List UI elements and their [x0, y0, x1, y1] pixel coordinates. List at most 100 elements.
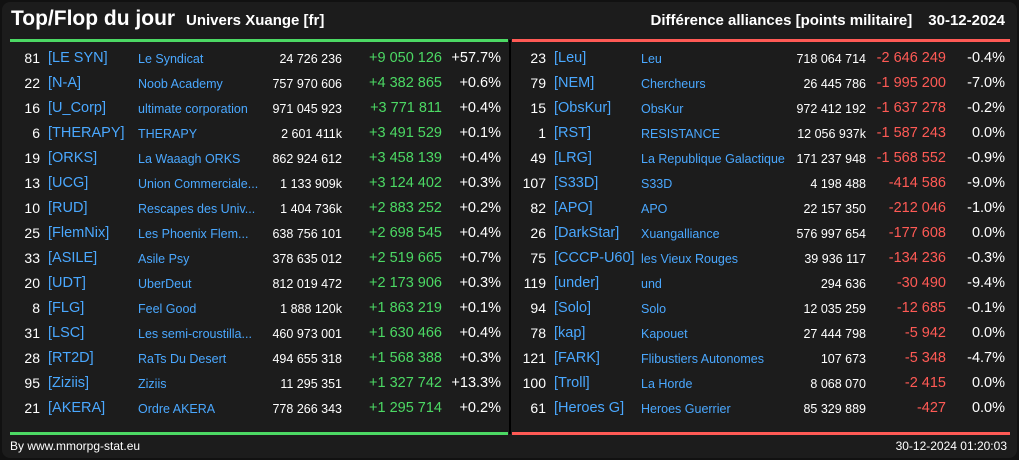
- alliance-tag-link[interactable]: [AKERA]: [48, 400, 106, 416]
- points-difference: +1 863 219: [369, 300, 442, 316]
- alliance-tag-link[interactable]: [ORKS]: [48, 150, 98, 166]
- percent-change: +0.1%: [459, 300, 501, 316]
- table-row: 78 [kap] Kapouet 27 444 798 -5 942 0.0%: [512, 322, 1010, 347]
- table-row: 21 [AKERA] Ordre AKERA 778 266 343 +1 295 71…: [10, 397, 508, 422]
- points-difference: -134 236: [888, 250, 946, 266]
- alliance-tag-link[interactable]: [Solo]: [554, 300, 592, 316]
- alliance-points: 378 635 012: [272, 252, 342, 266]
- alliance-rank: 78: [530, 325, 546, 341]
- table-row: 13 [UCG] Union Commerciale... 1 133 909k +3 …: [10, 172, 508, 197]
- alliance-rank: 15: [530, 100, 546, 116]
- alliance-tag-link[interactable]: [Leu]: [554, 50, 587, 66]
- percent-change: +0.4%: [459, 100, 501, 116]
- alliance-tag-link[interactable]: [under]: [554, 275, 600, 291]
- table-row: 6 [THERAPY] THERAPY 2 601 411k +3 491 529 +0.…: [10, 122, 508, 147]
- alliance-tag-link[interactable]: [S33D]: [554, 175, 599, 191]
- alliance-rank: 19: [24, 150, 40, 166]
- table-row: 61 [Heroes G] Heroes Guerrier 85 329 889 -42…: [512, 397, 1010, 422]
- alliance-points: 39 936 117: [804, 252, 866, 266]
- percent-change: -9.0%: [967, 175, 1005, 191]
- alliance-tag-link[interactable]: [RUD]: [48, 200, 88, 216]
- table-row: 16 [U_Corp] ultimate corporation 971 045 92…: [10, 97, 508, 122]
- universe-label: Univers Xuange [fr]: [186, 12, 325, 29]
- alliance-tag-link[interactable]: [LE SYN]: [48, 50, 108, 66]
- flop-panel-accent-bar: [512, 39, 1010, 42]
- alliance-points: 972 412 192: [796, 102, 866, 116]
- alliance-points: 24 726 236: [279, 52, 342, 66]
- alliance-points: 12 056 937k: [797, 127, 866, 141]
- alliance-points: 85 329 889: [803, 402, 866, 416]
- percent-change: +0.4%: [459, 325, 501, 341]
- points-difference: +2 173 906: [369, 275, 442, 291]
- alliance-tag-link[interactable]: [ObsKur]: [554, 100, 612, 116]
- percent-change: +0.4%: [459, 150, 501, 166]
- alliance-points: 22 157 350: [803, 202, 866, 216]
- alliance-tag-link[interactable]: [APO]: [554, 200, 593, 216]
- table-row: 23 [Leu] Leu 718 064 714 -2 646 249 -0.4%: [512, 47, 1010, 72]
- percent-change: +0.1%: [459, 125, 501, 141]
- points-difference: +1 327 742: [369, 375, 442, 391]
- points-difference: -1 637 278: [876, 100, 946, 116]
- alliance-rank: 31: [24, 325, 40, 341]
- percent-change: +0.3%: [459, 175, 501, 191]
- percent-change: -0.9%: [967, 150, 1005, 166]
- percent-change: +0.6%: [459, 75, 501, 91]
- alliance-tag-link[interactable]: [LSC]: [48, 325, 85, 341]
- percent-change: -9.4%: [967, 275, 1005, 291]
- top-list: 81 [LE SYN] Le Syndicat 24 726 236 +9 050 12…: [10, 47, 508, 422]
- alliance-points: 1 404 736k: [280, 202, 342, 216]
- alliance-tag-link[interactable]: [Troll]: [554, 375, 590, 391]
- alliance-rank: 21: [24, 400, 40, 416]
- points-difference: -2 415: [904, 375, 946, 391]
- percent-change: -7.0%: [967, 75, 1005, 91]
- alliance-tag-link[interactable]: [kap]: [554, 325, 586, 341]
- alliance-rank: 121: [522, 350, 546, 366]
- alliance-points: 171 237 948: [796, 152, 866, 166]
- alliance-points: 12 035 259: [803, 302, 866, 316]
- percent-change: -0.3%: [967, 250, 1005, 266]
- percent-change: -0.2%: [967, 100, 1005, 116]
- points-difference: +4 382 865: [369, 75, 442, 91]
- points-difference: +3 771 811: [370, 100, 442, 116]
- points-difference: +3 491 529: [369, 125, 442, 141]
- alliance-rank: 16: [24, 100, 40, 116]
- alliance-points: 4 198 488: [810, 177, 866, 191]
- footer-timestamp: 30-12-2024 01:20:03: [895, 439, 1007, 453]
- alliance-rank: 107: [522, 175, 546, 191]
- alliance-tag-link[interactable]: [UDT]: [48, 275, 86, 291]
- percent-change: +0.2%: [459, 200, 501, 216]
- alliance-tag-link[interactable]: [NEM]: [554, 75, 595, 91]
- table-row: 81 [LE SYN] Le Syndicat 24 726 236 +9 050 12…: [10, 47, 508, 72]
- alliance-tag-link[interactable]: [Ziziis]: [48, 375, 90, 391]
- points-difference: -414 586: [888, 175, 946, 191]
- alliance-tag-link[interactable]: [U_Corp]: [48, 100, 107, 116]
- table-row: 82 [APO] APO 22 157 350 -212 046 -1.0%: [512, 197, 1010, 222]
- alliance-tag-link[interactable]: [FLG]: [48, 300, 85, 316]
- table-row: 94 [Solo] Solo 12 035 259 -12 685 -0.1%: [512, 297, 1010, 322]
- alliance-points: 11 295 351: [280, 377, 342, 391]
- header-date: 30-12-2024: [928, 12, 1005, 29]
- alliance-points: 494 655 318: [272, 352, 342, 366]
- alliance-rank: 81: [24, 50, 40, 66]
- table-row: 31 [LSC] Les semi-croustilla... 460 973 001…: [10, 322, 508, 347]
- alliance-tag-link[interactable]: [Heroes G]: [554, 400, 625, 416]
- alliance-rank: 8: [32, 300, 40, 316]
- alliance-tag-link[interactable]: [LRG]: [554, 150, 592, 166]
- alliance-tag-link[interactable]: [RST]: [554, 125, 592, 141]
- table-row: 20 [UDT] UberDeut 812 019 472 +2 173 906 +0.3…: [10, 272, 508, 297]
- alliance-tag-link[interactable]: [ASILE]: [48, 250, 98, 266]
- table-row: 95 [Ziziis] Ziziis 11 295 351 +1 327 742 +13.…: [10, 372, 508, 397]
- alliance-tag-link[interactable]: [RT2D]: [48, 350, 94, 366]
- alliance-tag-link[interactable]: [FARK]: [554, 350, 600, 366]
- alliance-tag-link[interactable]: [THERAPY]: [48, 125, 125, 141]
- alliance-tag-link[interactable]: [CCCP-U60]: [554, 250, 635, 266]
- alliance-tag-link[interactable]: [DarkStar]: [554, 225, 620, 241]
- alliance-rank: 22: [24, 75, 40, 91]
- alliance-tag-link[interactable]: [UCG]: [48, 175, 89, 191]
- alliance-rank: 6: [32, 125, 40, 141]
- alliance-tag-link[interactable]: [N-A]: [48, 75, 82, 91]
- alliance-tag-link[interactable]: [FlemNix]: [48, 225, 110, 241]
- percent-change: -1.0%: [967, 200, 1005, 216]
- flop-panel-accent-bar-bottom: [512, 432, 1010, 435]
